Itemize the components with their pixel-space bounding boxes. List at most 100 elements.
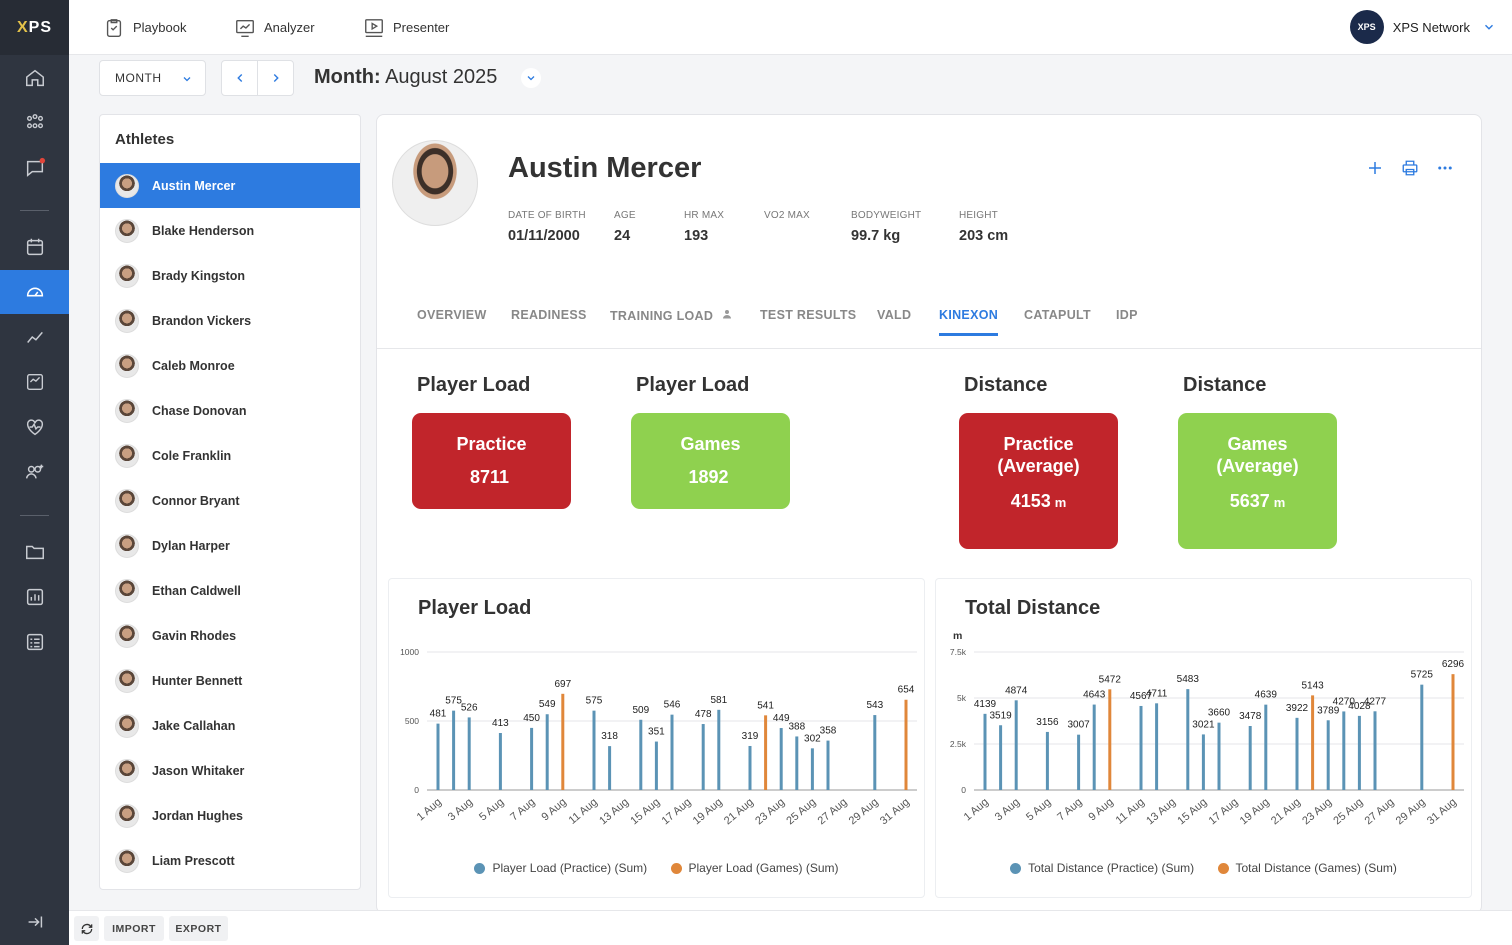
bar[interactable]: [795, 736, 799, 790]
add-icon[interactable]: [1366, 159, 1384, 177]
bar[interactable]: [530, 727, 534, 790]
legend-item-games[interactable]: Player Load (Games) (Sum): [670, 861, 839, 875]
tab-kinexon[interactable]: KINEXON: [939, 308, 999, 336]
topnav-analyzer[interactable]: Analyzer: [234, 0, 315, 55]
athlete-item[interactable]: Gavin Rhodes: [100, 613, 360, 658]
bar[interactable]: [1077, 734, 1081, 790]
team-analytics-icon[interactable]: [0, 360, 69, 404]
bar[interactable]: [764, 715, 768, 790]
athlete-item[interactable]: Dylan Harper: [100, 523, 360, 568]
bar[interactable]: [1342, 711, 1346, 790]
bar[interactable]: [810, 748, 814, 790]
athlete-item[interactable]: Jason Whitaker: [100, 748, 360, 793]
add-group-icon[interactable]: [0, 450, 69, 494]
athlete-item[interactable]: Jordan Hughes: [100, 793, 360, 838]
bar[interactable]: [826, 740, 830, 790]
month-dropdown-button[interactable]: [521, 68, 541, 88]
print-icon[interactable]: [1401, 159, 1419, 177]
bar[interactable]: [1201, 734, 1205, 790]
previous-period-button[interactable]: [222, 61, 258, 95]
network-switcher[interactable]: XPS XPS Network: [1349, 10, 1496, 44]
import-button[interactable]: IMPORT: [104, 916, 164, 941]
athlete-item[interactable]: Hunter Bennett: [100, 658, 360, 703]
trend-icon[interactable]: [0, 315, 69, 359]
bar[interactable]: [1092, 704, 1096, 790]
messages-icon[interactable]: [0, 146, 69, 190]
athlete-item[interactable]: Chase Donovan: [100, 388, 360, 433]
bar[interactable]: [1248, 726, 1252, 790]
bar[interactable]: [873, 715, 877, 790]
bar[interactable]: [1217, 722, 1221, 790]
tab-catapult[interactable]: CATAPULT: [1024, 308, 1091, 322]
more-icon[interactable]: [1436, 159, 1454, 177]
topnav-presenter[interactable]: Presenter: [363, 0, 449, 55]
bar[interactable]: [1186, 689, 1190, 790]
bar[interactable]: [748, 745, 752, 790]
bar[interactable]: [670, 714, 674, 790]
legend-item-practice[interactable]: Total Distance (Practice) (Sum): [1010, 861, 1194, 875]
heart-rate-icon[interactable]: [0, 405, 69, 449]
xps-logo[interactable]: X PS: [0, 0, 69, 55]
period-select[interactable]: MONTH: [99, 60, 206, 96]
bar[interactable]: [1357, 715, 1361, 790]
checklist-icon[interactable]: [0, 620, 69, 664]
tab-readiness[interactable]: READINESS: [511, 308, 587, 322]
athlete-item[interactable]: Austin Mercer: [100, 163, 360, 208]
athlete-item[interactable]: Caleb Monroe: [100, 343, 360, 388]
athlete-item[interactable]: Brady Kingston: [100, 253, 360, 298]
next-period-button[interactable]: [258, 61, 293, 95]
topnav-playbook[interactable]: Playbook: [103, 0, 186, 55]
bar[interactable]: [999, 725, 1003, 790]
bar[interactable]: [592, 710, 596, 790]
bar[interactable]: [1311, 695, 1315, 790]
tab-vald[interactable]: VALD: [877, 308, 912, 322]
bar[interactable]: [452, 710, 456, 790]
tab-test-results[interactable]: TEST RESULTS: [760, 308, 857, 322]
bar[interactable]: [654, 741, 658, 790]
tab-idp[interactable]: IDP: [1116, 308, 1138, 322]
bar[interactable]: [701, 724, 705, 790]
reports-icon[interactable]: [0, 575, 69, 619]
bar[interactable]: [545, 714, 549, 790]
legend-item-practice[interactable]: Player Load (Practice) (Sum): [474, 861, 647, 875]
refresh-button[interactable]: [74, 916, 99, 941]
bar[interactable]: [1155, 703, 1159, 790]
bar[interactable]: [1295, 717, 1299, 790]
tab-training-load[interactable]: TRAINING LOAD: [610, 308, 733, 323]
expand-sidebar-icon[interactable]: [0, 900, 69, 944]
bar[interactable]: [608, 746, 612, 790]
bar[interactable]: [1014, 700, 1018, 790]
bar[interactable]: [436, 723, 440, 790]
bar[interactable]: [1139, 705, 1143, 790]
athlete-item[interactable]: Liam Prescott: [100, 838, 360, 883]
bar[interactable]: [1264, 704, 1268, 790]
athlete-item[interactable]: Blake Henderson: [100, 208, 360, 253]
bar[interactable]: [1108, 689, 1112, 790]
bar[interactable]: [904, 699, 908, 790]
bar[interactable]: [467, 717, 471, 790]
tab-overview[interactable]: OVERVIEW: [417, 308, 487, 322]
calendar-icon[interactable]: [0, 225, 69, 269]
bar[interactable]: [639, 719, 643, 790]
bar[interactable]: [983, 713, 987, 790]
folder-icon[interactable]: [0, 530, 69, 574]
athlete-item[interactable]: Jake Callahan: [100, 703, 360, 748]
bar[interactable]: [1420, 684, 1424, 790]
bar[interactable]: [717, 709, 721, 790]
athlete-item[interactable]: Brandon Vickers: [100, 298, 360, 343]
export-button[interactable]: EXPORT: [169, 916, 228, 941]
athlete-item[interactable]: Connor Bryant: [100, 478, 360, 523]
dashboard-gauge-icon[interactable]: [0, 270, 69, 314]
teams-icon[interactable]: [0, 101, 69, 145]
legend-item-games[interactable]: Total Distance (Games) (Sum): [1217, 861, 1397, 875]
bar[interactable]: [1451, 674, 1455, 790]
bar[interactable]: [498, 733, 502, 790]
home-icon[interactable]: [0, 56, 69, 100]
athlete-item[interactable]: Ethan Caldwell: [100, 568, 360, 613]
athlete-item[interactable]: Cole Franklin: [100, 433, 360, 478]
bar[interactable]: [561, 693, 565, 790]
bar[interactable]: [1326, 720, 1330, 790]
bar[interactable]: [1045, 731, 1049, 790]
bar[interactable]: [779, 728, 783, 790]
bar[interactable]: [1373, 711, 1377, 790]
